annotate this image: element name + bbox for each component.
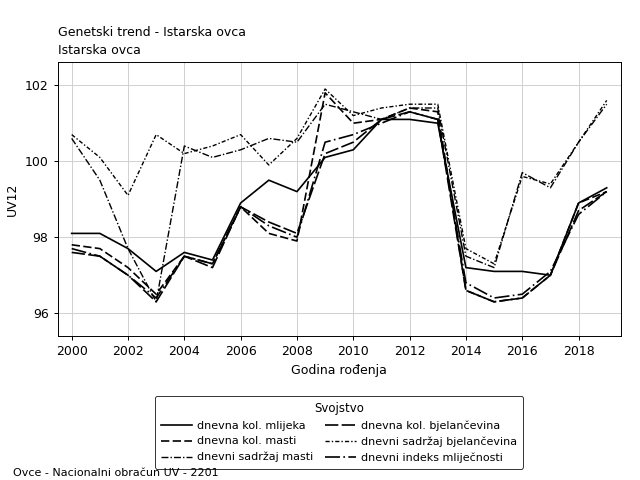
Y-axis label: UV12: UV12 (6, 182, 19, 216)
Legend: dnevna kol. mlijeka, dnevna kol. masti, dnevni sadržaj masti, dnevna kol. bjelan: dnevna kol. mlijeka, dnevna kol. masti, … (156, 396, 523, 468)
X-axis label: Godina rođenja: Godina rođenja (291, 363, 387, 377)
Text: Genetski trend - Istarska ovca
Istarska ovca: Genetski trend - Istarska ovca Istarska … (58, 26, 246, 57)
Text: Ovce - Nacionalni obračun UV - 2201: Ovce - Nacionalni obračun UV - 2201 (13, 468, 218, 478)
